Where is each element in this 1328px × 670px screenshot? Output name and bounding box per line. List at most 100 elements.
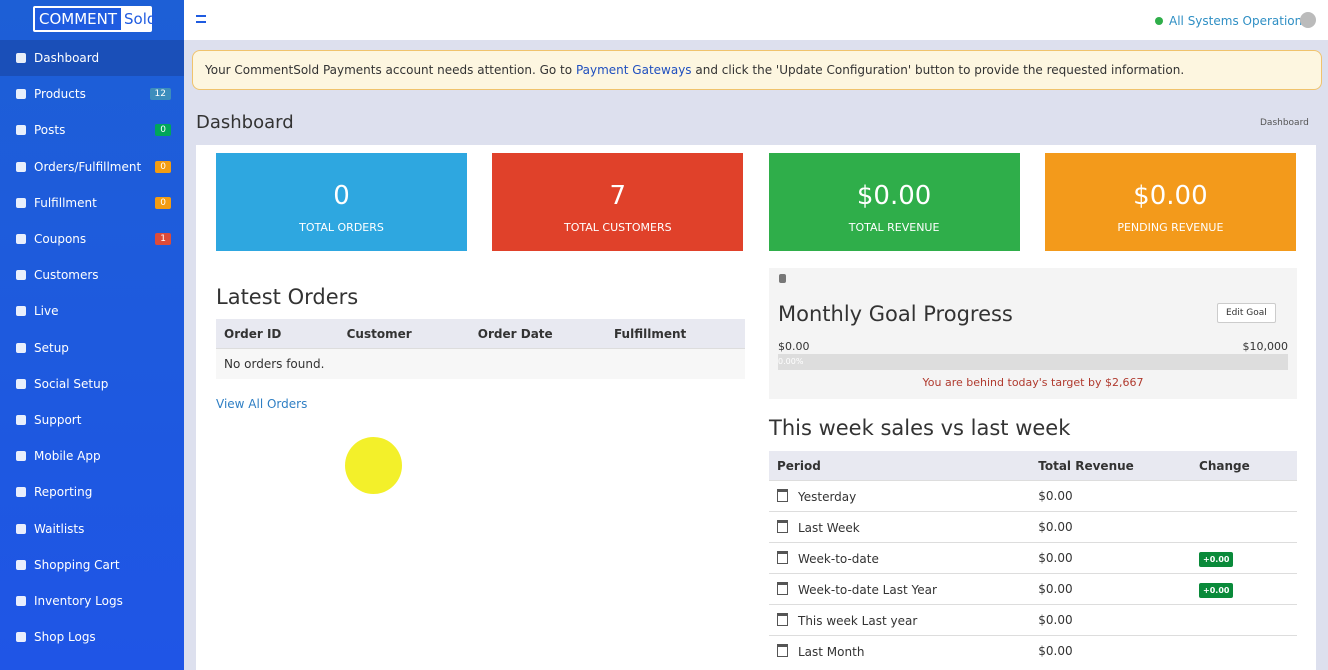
progress-label: 0.00% xyxy=(778,357,804,366)
nav-item[interactable]: Dashboard xyxy=(0,40,184,76)
change-cell xyxy=(1191,511,1297,543)
logo[interactable]: COMMENT Sold xyxy=(33,6,156,32)
period-text: Last Month xyxy=(798,644,865,659)
revenue-cell: $0.00 xyxy=(1030,511,1192,543)
status-text[interactable]: All Systems Operational xyxy=(1169,14,1313,28)
nav-label: Mobile App xyxy=(34,449,101,464)
nav-item[interactable]: Live xyxy=(0,293,184,329)
nav-icon xyxy=(16,378,26,389)
column-header: Order ID xyxy=(216,319,339,349)
goal-min: $0.00 xyxy=(778,340,810,353)
nav-icon xyxy=(16,89,26,100)
change-cell xyxy=(1191,604,1297,636)
menu-toggle[interactable] xyxy=(196,15,206,23)
column-header: Period xyxy=(769,451,1031,481)
table-row: Week-to-date $0.00 +0.00 xyxy=(769,542,1297,574)
empty-text: No orders found. xyxy=(216,348,745,379)
breadcrumb[interactable]: Dashboard xyxy=(1260,118,1309,128)
nav-item[interactable]: Products 12 xyxy=(0,76,184,112)
status-dot xyxy=(1155,17,1163,25)
table-row: This week Last year $0.00 xyxy=(769,604,1297,636)
nav-label: Live xyxy=(34,304,59,319)
lock-icon xyxy=(779,274,786,283)
period-cell: Last Week xyxy=(769,511,1031,543)
change-cell: +0.00 xyxy=(1191,573,1297,605)
stat-box[interactable]: $0.00 TOTAL REVENUE xyxy=(768,153,1020,251)
stat-label: TOTAL ORDERS xyxy=(299,221,384,234)
period-text: This week Last year xyxy=(798,613,918,628)
calendar-icon xyxy=(777,488,788,502)
column-header: Total Revenue xyxy=(1030,451,1192,481)
goal-max: $10,000 xyxy=(1242,340,1289,353)
alert: Your CommentSold Payments account needs … xyxy=(192,50,1322,90)
sidebar: COMMENT Sold Dashboard Products 12 Posts 0 Or… xyxy=(0,0,184,670)
nav-item[interactable]: Support xyxy=(0,402,184,438)
stat-box[interactable]: 7 TOTAL CUSTOMERS xyxy=(492,153,744,251)
nav-label: Coupons xyxy=(34,232,87,246)
nav-item[interactable]: Reporting xyxy=(0,474,184,510)
nav-icon xyxy=(16,53,26,63)
nav-item[interactable]: Orders/Fulfillment 0 xyxy=(0,149,184,185)
table-row: Last Month $0.00 xyxy=(769,635,1297,666)
nav-item[interactable]: Waitlists xyxy=(0,511,184,547)
nav-badge: 12 xyxy=(149,88,171,101)
nav-icon xyxy=(16,632,26,643)
alert-text: and click the 'Update Configuration' but… xyxy=(695,63,1185,77)
section-title: This week sales vs last week xyxy=(769,416,1071,440)
nav-label: Setup xyxy=(34,340,69,355)
stat-value: 0 xyxy=(333,181,350,211)
nav-label: Dashboard xyxy=(34,51,100,65)
nav-icon xyxy=(16,596,26,606)
nav-item[interactable]: Fulfillment 0 xyxy=(0,185,184,221)
nav-label: Fulfillment xyxy=(34,195,97,210)
period-text: Week-to-date Last Year xyxy=(798,582,937,597)
nav-badge: 0 xyxy=(155,124,171,137)
nav-icon xyxy=(16,415,26,425)
nav-label: Shop Logs xyxy=(34,630,96,645)
nav-item[interactable]: Coupons 1 xyxy=(0,221,184,257)
table-row: Week-to-date Last Year $0.00 +0.00 xyxy=(769,573,1297,605)
nav-icon xyxy=(16,270,26,281)
nav-item[interactable]: Setup xyxy=(0,330,184,366)
goal-title: Monthly Goal Progress xyxy=(778,302,1013,326)
nav-item[interactable]: Shopping Cart xyxy=(0,547,184,583)
column-header: Change xyxy=(1191,451,1297,481)
stat-box[interactable]: 0 TOTAL ORDERS xyxy=(216,153,467,251)
page-title: Dashboard xyxy=(196,112,294,133)
stat-box[interactable]: $0.00 PENDING REVENUE xyxy=(1044,153,1296,251)
nav-badge: 1 xyxy=(155,233,171,245)
nav-icon xyxy=(16,161,26,172)
nav-label: Shopping Cart xyxy=(34,557,120,572)
period-cell: Last Month xyxy=(769,635,1031,666)
period-text: Last Week xyxy=(798,520,860,535)
goal-message: You are behind today's target by $2,667 xyxy=(922,376,1144,389)
info-icon[interactable] xyxy=(1300,12,1316,28)
logo-sold: Sold xyxy=(124,10,157,28)
nav-item[interactable]: Social Setup xyxy=(0,366,184,402)
revenue-cell: $0.00 xyxy=(1030,604,1192,636)
nav-label: Waitlists xyxy=(34,521,85,536)
orders-table: Order ID Customer Order Date Fulfillment No… xyxy=(216,319,745,379)
progress-bar: 0.00% xyxy=(778,354,1288,370)
period-cell: This week Last year xyxy=(769,604,1031,636)
revenue-cell: $0.00 xyxy=(1030,542,1192,574)
alert-link[interactable]: Payment Gateways xyxy=(575,63,692,77)
view-all-link[interactable]: View All Orders xyxy=(216,397,308,411)
change-cell xyxy=(1191,635,1297,666)
nav-item[interactable]: Customers xyxy=(0,257,184,293)
column-header: Order Date xyxy=(469,319,606,349)
period-cell: Week-to-date Last Year xyxy=(769,573,1031,605)
period-cell: Yesterday xyxy=(769,480,1031,512)
nav-item[interactable]: Inventory Logs xyxy=(0,583,184,619)
edit-goal-button[interactable]: Edit Goal xyxy=(1217,303,1276,323)
nav-icon xyxy=(16,306,26,317)
alert-text: Your CommentSold Payments account needs … xyxy=(205,63,573,77)
nav-item[interactable]: Posts 0 xyxy=(0,112,184,148)
nav-label: Support xyxy=(34,413,82,427)
nav-item[interactable]: Shop Logs xyxy=(0,619,184,655)
nav-item[interactable]: Mobile App xyxy=(0,438,184,474)
table-row: Last Week $0.00 xyxy=(769,511,1297,543)
change-cell: +0.00 xyxy=(1191,542,1297,574)
change-badge: +0.00 xyxy=(1199,552,1234,567)
